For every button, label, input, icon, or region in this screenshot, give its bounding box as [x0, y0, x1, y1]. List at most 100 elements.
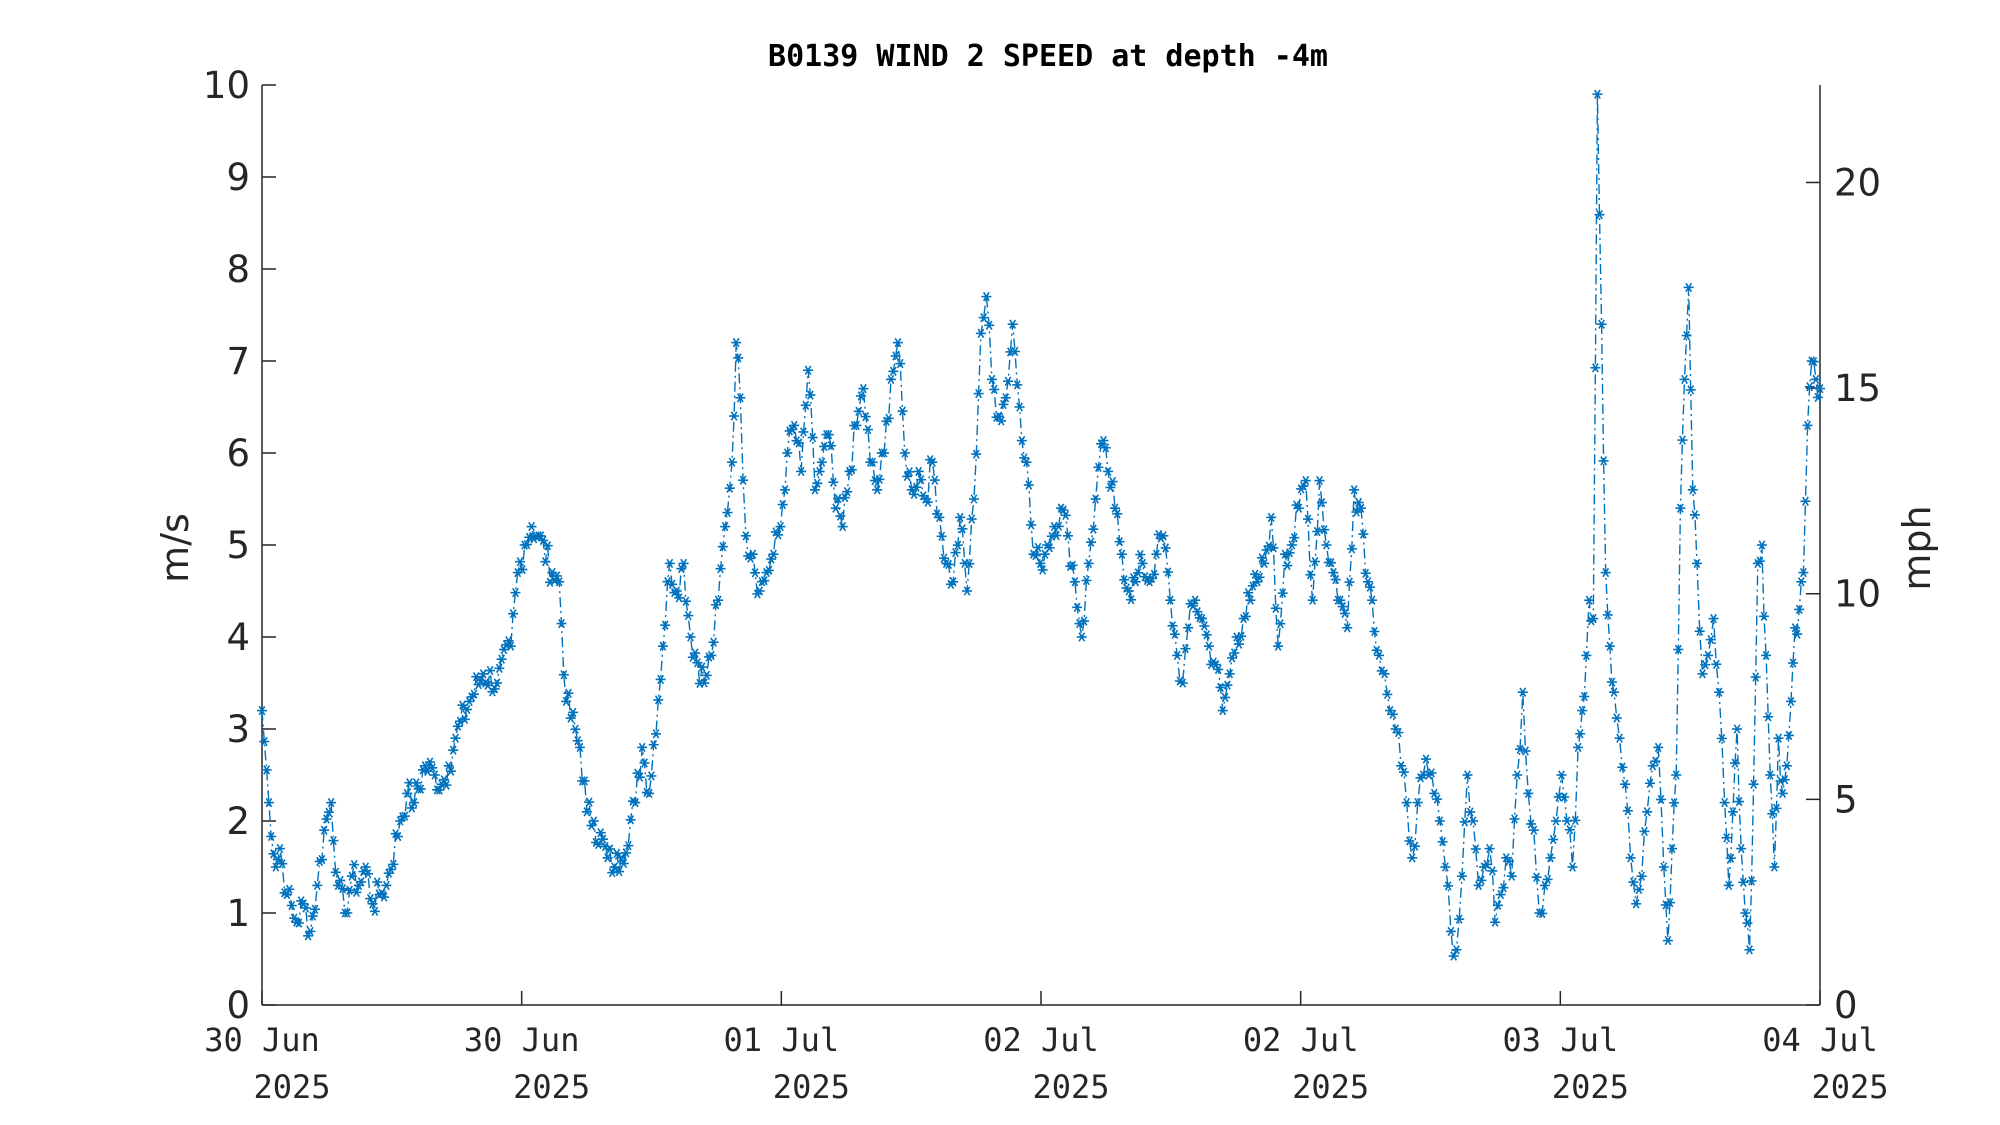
- data-point: [286, 900, 297, 911]
- data-point: [1081, 575, 1092, 586]
- data-point: [888, 366, 899, 377]
- data-point: [1362, 577, 1373, 587]
- data-point: [1677, 435, 1688, 445]
- data-point: [1804, 382, 1815, 392]
- data-point: [1777, 788, 1788, 799]
- x-tick-date: 30 Jun: [464, 1021, 580, 1059]
- data-point: [561, 696, 572, 707]
- data-point: [1379, 669, 1390, 679]
- x-tick-date: 04 Jul: [1762, 1021, 1878, 1059]
- data-point: [1247, 581, 1258, 591]
- data-point: [846, 465, 857, 475]
- data-point: [915, 475, 926, 485]
- data-point: [800, 400, 811, 410]
- data-point: [943, 559, 954, 570]
- data-point: [950, 547, 961, 558]
- left-y-tick-label: 2: [226, 800, 250, 843]
- data-point: [1103, 466, 1114, 477]
- data-point: [1030, 550, 1041, 561]
- data-point: [1575, 729, 1586, 739]
- data-point: [1266, 512, 1277, 523]
- data-point: [747, 549, 758, 559]
- data-point: [1671, 770, 1682, 780]
- data-point: [1398, 767, 1409, 777]
- data-point: [1109, 503, 1120, 513]
- data-point: [1503, 856, 1514, 866]
- data-point: [1588, 613, 1599, 624]
- data-point: [485, 665, 496, 676]
- data-point: [618, 858, 629, 869]
- data-point: [272, 854, 283, 865]
- data-point: [1526, 819, 1537, 829]
- data-point: [867, 457, 878, 467]
- data-point: [1742, 918, 1753, 928]
- data-point: [1602, 610, 1613, 620]
- data-point: [835, 511, 846, 521]
- x-axis-ticks: 30 Jun 2025 30 Jun 2025 01 Jul 2025 02 Jul 2025…: [204, 991, 1889, 1106]
- data-point: [1421, 754, 1432, 764]
- data-point: [1788, 658, 1799, 668]
- data-point: [1779, 775, 1790, 785]
- data-point: [1180, 643, 1191, 654]
- data-point: [934, 512, 945, 523]
- data-point: [720, 521, 731, 532]
- data-point: [367, 899, 378, 909]
- data-point: [763, 565, 774, 576]
- data-point: [625, 815, 636, 825]
- data-point: [1714, 687, 1725, 697]
- data-point: [814, 466, 825, 477]
- data-point: [1303, 514, 1314, 524]
- data-point: [1440, 862, 1451, 872]
- data-point: [773, 530, 784, 540]
- data-point: [1437, 837, 1448, 847]
- data-point: [1197, 613, 1208, 624]
- wind-speed-line: [261, 94, 1821, 959]
- data-point: [1236, 631, 1247, 641]
- data-point: [1114, 537, 1125, 547]
- data-point: [722, 507, 733, 518]
- data-point: [1172, 650, 1183, 661]
- data-point: [445, 766, 456, 776]
- data-point: [1220, 692, 1231, 703]
- data-point: [565, 713, 576, 723]
- data-point: [1769, 862, 1780, 872]
- data-point: [630, 797, 641, 808]
- data-point: [913, 466, 924, 477]
- data-point: [644, 788, 655, 799]
- data-point: [443, 761, 454, 771]
- data-point: [434, 785, 445, 795]
- data-point: [496, 654, 507, 664]
- data-point: [1734, 796, 1745, 807]
- data-point: [886, 374, 897, 385]
- data-point: [648, 740, 659, 750]
- data-point: [1396, 761, 1407, 771]
- data-point: [508, 609, 519, 619]
- data-point: [1387, 709, 1398, 719]
- data-point: [1581, 650, 1592, 661]
- data-point: [307, 911, 318, 921]
- right-y-tick-label: 0: [1834, 984, 1858, 1027]
- data-point: [727, 457, 738, 467]
- data-point: [621, 848, 632, 858]
- data-point: [1328, 567, 1339, 578]
- data-point: [510, 587, 521, 598]
- data-point: [1256, 553, 1267, 563]
- data-point: [957, 524, 968, 534]
- data-point: [1487, 866, 1498, 876]
- data-point: [321, 814, 332, 824]
- data-point: [1177, 678, 1188, 688]
- data-point: [1448, 951, 1459, 961]
- data-point: [1656, 794, 1667, 805]
- data-point: [833, 493, 844, 504]
- data-point: [1570, 815, 1581, 826]
- data-point: [1746, 876, 1757, 886]
- data-point: [1740, 908, 1751, 918]
- data-point: [392, 831, 403, 842]
- data-point: [1456, 871, 1467, 881]
- data-point: [1060, 510, 1071, 520]
- data-point: [1723, 880, 1734, 891]
- data-point: [1564, 825, 1575, 835]
- data-point: [281, 889, 292, 900]
- data-point: [1598, 456, 1609, 466]
- data-point: [1275, 618, 1286, 629]
